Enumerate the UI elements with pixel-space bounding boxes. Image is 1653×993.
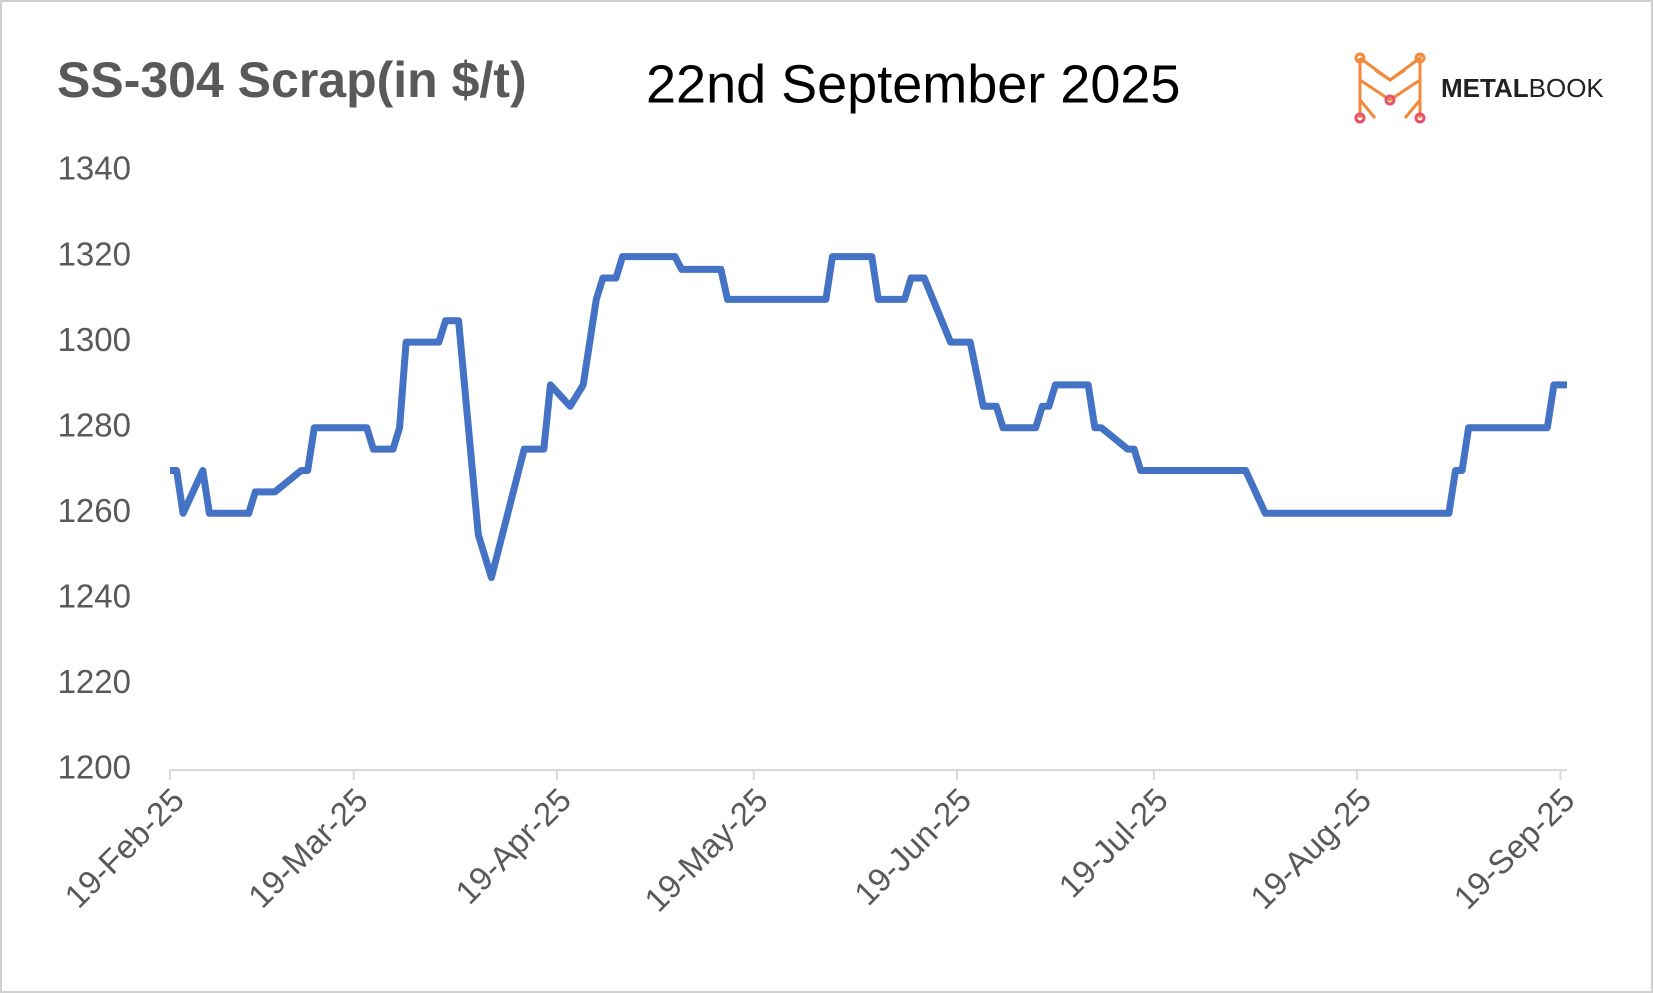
y-tick-label: 1240: [58, 578, 131, 615]
y-tick-label: 1280: [58, 406, 131, 443]
y-tick-label: 1200: [58, 749, 131, 786]
logo-node: [1354, 112, 1366, 124]
logo: [1354, 52, 1426, 124]
chart-title: SS-304 Scrap(in $/t): [57, 52, 527, 108]
y-tick-label: 1320: [58, 235, 131, 272]
data-line: [170, 253, 1567, 581]
logo-text-bold: METAL: [1441, 73, 1529, 103]
y-tick-label: 1340: [58, 150, 131, 187]
logo-text: METALBOOK: [1441, 73, 1604, 103]
chart-subtitle: 22nd September 2025: [646, 54, 1180, 114]
logo-node: [1354, 52, 1366, 64]
logo-node: [1414, 52, 1426, 64]
y-tick-label: 1300: [58, 321, 131, 358]
logo-text-regular: BOOK: [1529, 73, 1605, 103]
logo-mark: [1358, 55, 1422, 119]
y-tick-label: 1220: [58, 663, 131, 700]
logo-node: [1414, 112, 1426, 124]
logo-node: [1384, 94, 1396, 106]
y-tick-label: 1260: [58, 492, 131, 529]
